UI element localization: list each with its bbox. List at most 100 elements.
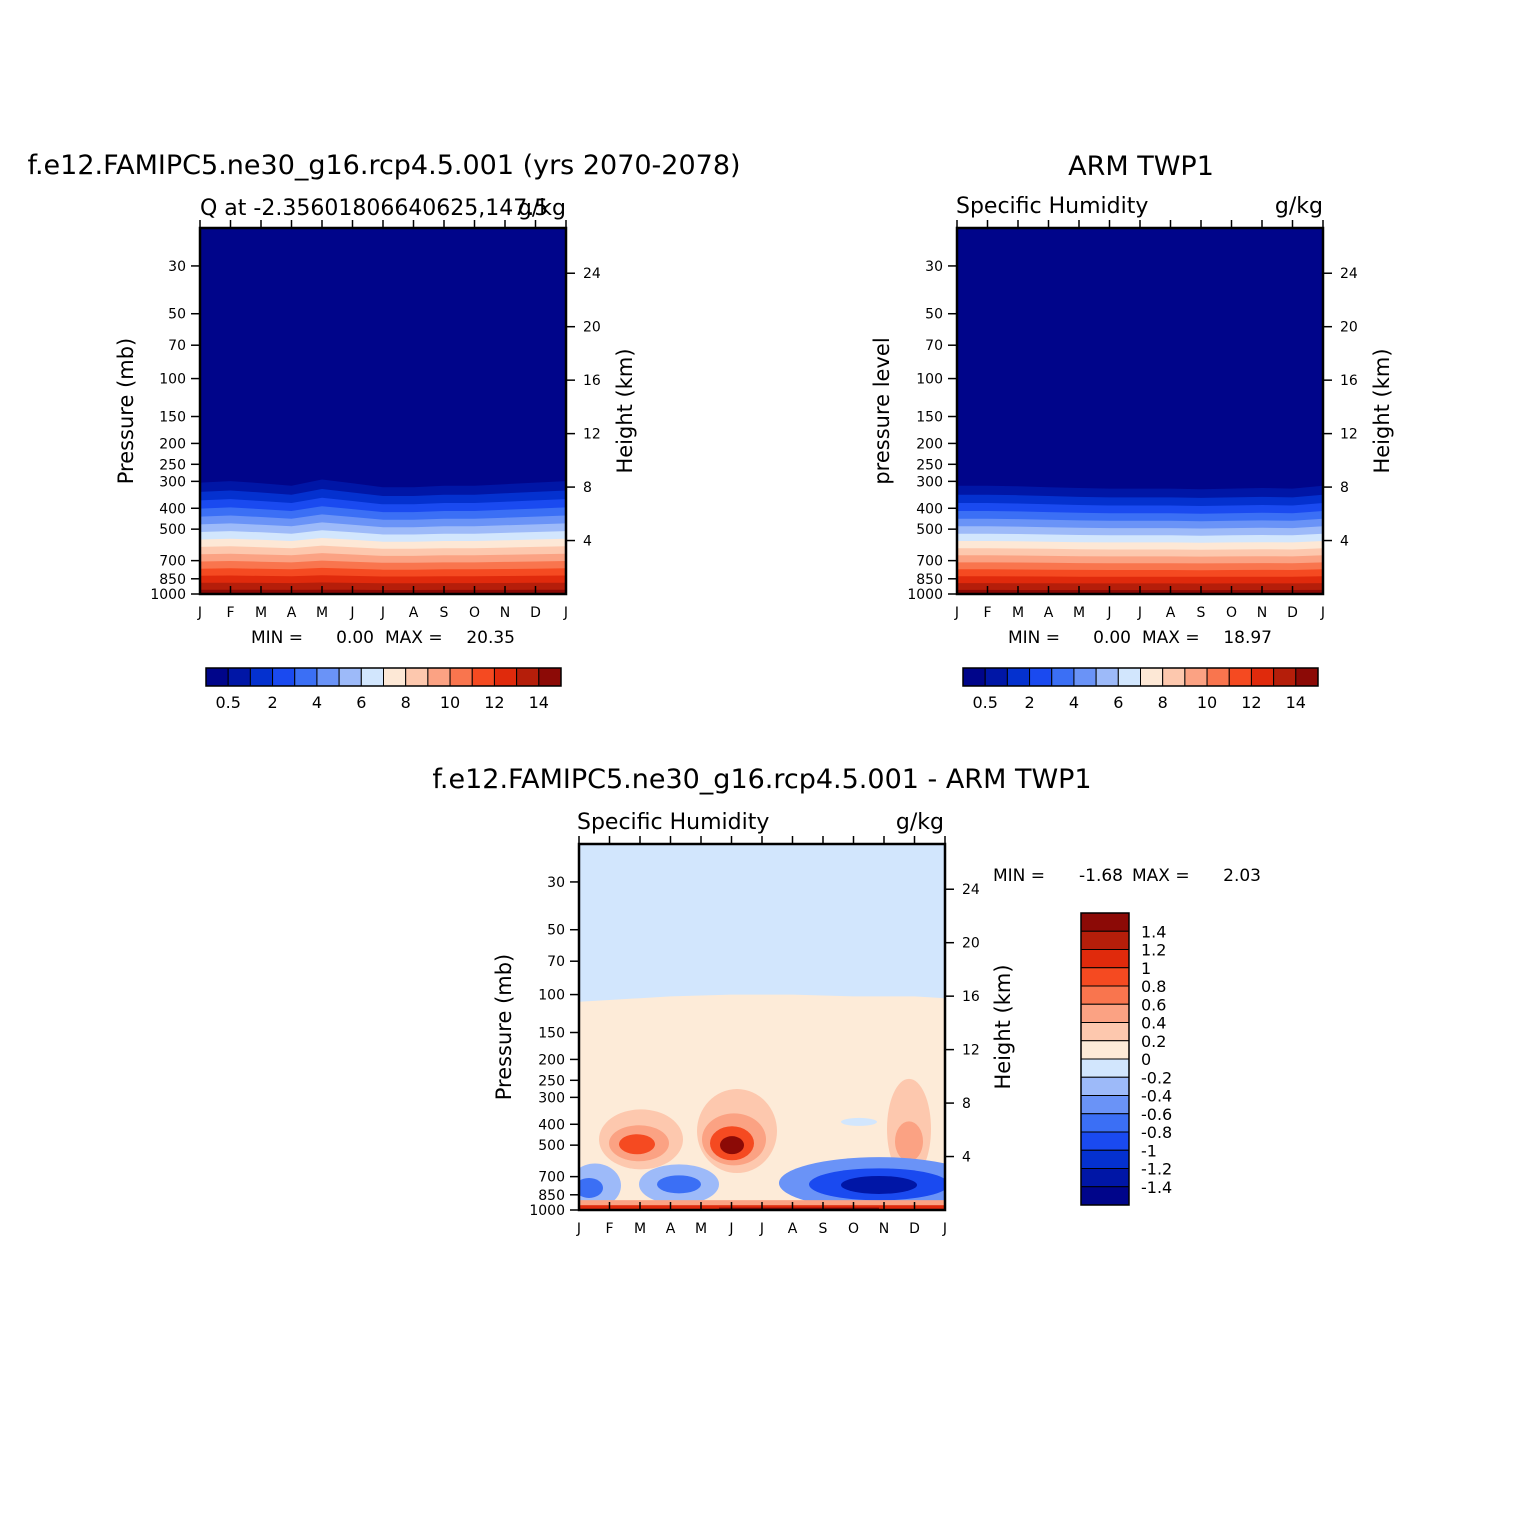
diff-contour-field: [579, 844, 945, 1210]
model-contour-field: [200, 228, 566, 594]
obs-colorbar-label: 2: [1024, 693, 1034, 712]
diff-colorbar-box: [1080, 967, 1130, 987]
model-colorbar-box: [360, 667, 384, 687]
diff-y2-tick-label: 20: [962, 936, 980, 952]
diff-negative-anomaly: [841, 1117, 877, 1126]
obs-y-tick-label: 70: [925, 338, 943, 354]
obs-x-tick-label: N: [1257, 605, 1267, 621]
diff-colorbar-label: -0.4: [1141, 1087, 1172, 1106]
diff-y2-tick-label: 16: [962, 989, 980, 1005]
obs-max-value: 18.97: [1223, 628, 1272, 648]
obs-colorbar-box: [1140, 667, 1164, 687]
obs-y-tick-label: 30: [925, 259, 943, 275]
obs-x-tick-label: F: [983, 605, 991, 621]
model-colorbar-label: 0.5: [215, 693, 240, 712]
diff-colorbar-box: [1080, 1131, 1130, 1151]
model-colorbar-box: [449, 667, 473, 687]
diff-y-tick-label: 200: [538, 1052, 565, 1068]
obs-ylabel: pressure level: [870, 337, 894, 484]
obs-y-tick-label: 100: [916, 372, 943, 388]
obs-colorbar-label: 4: [1069, 693, 1079, 712]
model-y-tick-label: 150: [159, 410, 186, 426]
model-colorbar-label: 6: [356, 693, 366, 712]
model-x-tick-label: A: [287, 605, 297, 621]
model-colorbar-box: [205, 667, 229, 687]
model-y-tick-label: 250: [159, 457, 186, 473]
obs-units: g/kg: [1275, 194, 1323, 219]
diff-min-label: MIN =: [993, 866, 1045, 886]
model-x-tick-label: J: [563, 605, 568, 621]
model-x-tick-label: N: [500, 605, 510, 621]
obs-colorbar-box: [1250, 667, 1275, 687]
model-panel-title: f.e12.FAMIPC5.ne30_g16.rcp4.5.001 (yrs 2…: [27, 150, 740, 181]
model-colorbar-box: [427, 667, 451, 687]
diff-ylabel: Pressure (mb): [492, 954, 516, 1101]
diff-colorbar-label: 1.2: [1141, 941, 1166, 960]
diff-max-label: MAX =: [1132, 866, 1190, 886]
diff-colorbar-label: -1.4: [1141, 1178, 1172, 1197]
model-colorbar-box: [405, 667, 429, 687]
model-left-string: Q at -2.35601806640625,147.5: [200, 196, 548, 221]
diff-colorbar-label: 0.8: [1141, 977, 1166, 996]
diff-x-tick-label: J: [728, 1221, 733, 1237]
diff-y-tick-label: 500: [538, 1138, 565, 1154]
diff-colorbar-label: 0.4: [1141, 1014, 1166, 1033]
diff-colorbar-box: [1080, 985, 1130, 1005]
obs-x-tick-label: J: [1106, 605, 1111, 621]
obs-y-tick-label: 250: [916, 457, 943, 473]
diff-y-tick-label: 30: [547, 875, 565, 891]
obs-y-tick-label: 400: [916, 501, 943, 517]
obs-colorbar-frame: [962, 667, 1319, 687]
model-y-tick-label: 70: [168, 338, 186, 354]
obs-colorbar-label: 10: [1197, 693, 1217, 712]
diff-min-value: -1.68: [1079, 866, 1123, 886]
obs-colorbar-box: [1295, 667, 1319, 687]
diff-x-tick-label: A: [666, 1221, 676, 1237]
model-ylabel: Pressure (mb): [114, 338, 138, 485]
diff-y-tick-label: 400: [538, 1117, 565, 1133]
diff-x-tick-label: M: [695, 1221, 707, 1237]
model-colorbar-box: [538, 667, 562, 687]
diff-x-tick-label: A: [788, 1221, 798, 1237]
model-colorbar-frame: [205, 667, 562, 687]
diff-y-tick-label: 250: [538, 1073, 565, 1089]
diff-colorbar-box: [1080, 1095, 1130, 1115]
model-y2-tick-label: 12: [583, 427, 601, 443]
obs-max-label: MAX =: [1142, 628, 1200, 648]
diff-colorbar-label: 0.2: [1141, 1032, 1166, 1051]
model-y-tick-label: 300: [159, 474, 186, 490]
model-colorbar-box: [471, 667, 495, 687]
diff-negative-anomaly: [579, 1177, 603, 1198]
model-max-value: 20.35: [466, 628, 515, 648]
obs-y-tick-label: 500: [916, 522, 943, 538]
diff-y-tick-label: 100: [538, 988, 565, 1004]
obs-min-label: MIN =: [1008, 628, 1060, 648]
obs-min-value: 0.00: [1093, 628, 1131, 648]
model-colorbar-box: [383, 667, 407, 687]
obs-x-tick-label: J: [1137, 605, 1142, 621]
model-x-tick-label: D: [530, 605, 541, 621]
obs-y-tick-label: 850: [916, 572, 943, 588]
obs-colorbar-label: 8: [1158, 693, 1168, 712]
model-x-tick-label: O: [469, 605, 480, 621]
model-min-label: MIN =: [251, 628, 303, 648]
model-y-tick-label: 50: [168, 307, 186, 323]
diff-x-tick-label: O: [848, 1221, 859, 1237]
obs-colorbar-box: [1006, 667, 1031, 687]
model-colorbar-label: 14: [529, 693, 549, 712]
obs-colorbar-label: 14: [1286, 693, 1306, 712]
diff-panel-title: f.e12.FAMIPC5.ne30_g16.rcp4.5.001 - ARM …: [432, 764, 1091, 795]
diff-x-tick-label: J: [759, 1221, 764, 1237]
obs-colorbar-box: [1206, 667, 1230, 687]
model-y-tick-label: 1000: [150, 587, 186, 603]
diff-x-tick-label: F: [605, 1221, 613, 1237]
diff-y-tick-label: 1000: [529, 1203, 565, 1219]
diff-colorbar-label: -1.2: [1141, 1160, 1172, 1179]
obs-y2-tick-label: 20: [1340, 320, 1358, 336]
obs-y2-tick-label: 4: [1340, 534, 1349, 550]
model-colorbar-box: [316, 667, 340, 687]
obs-x-tick-label: A: [1166, 605, 1176, 621]
diff-y-tick-label: 850: [538, 1188, 565, 1204]
obs-panel-title: ARM TWP1: [1068, 151, 1214, 182]
